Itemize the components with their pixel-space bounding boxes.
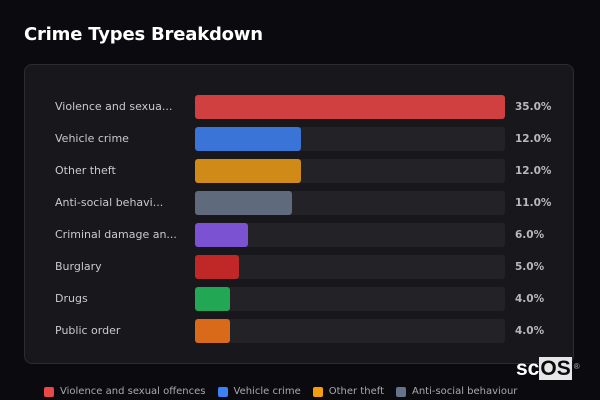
bar-label: Anti-social behavi... (55, 196, 164, 209)
legend-label: Anti-social behaviour (411, 386, 518, 397)
legend-item[interactable]: Vehicle crime (217, 386, 301, 397)
bar-label: Burglary (55, 260, 102, 273)
page-title: Crime Types Breakdown (24, 24, 263, 45)
legend-item[interactable]: Other theft (312, 386, 384, 397)
legend-swatch-icon (44, 386, 54, 397)
bar-row: Public order 4.0% (25, 319, 573, 343)
legend-swatch-icon (312, 386, 323, 397)
watermark-logo: scOS ® (516, 357, 580, 380)
bar-value: 5.0% (515, 261, 545, 273)
bar-track (195, 255, 505, 279)
bar-value: 6.0% (515, 229, 545, 241)
bar-value: 11.0% (515, 197, 552, 209)
bar[interactable] (195, 159, 302, 183)
legend-item[interactable]: Anti-social behaviour (395, 386, 518, 397)
bar[interactable] (195, 127, 302, 151)
bar-value: 4.0% (515, 293, 545, 305)
chart-card: Violence and sexua... 35.0% Vehicle crime 1… (24, 64, 574, 364)
bar-label: Criminal damage an... (55, 228, 177, 241)
bar-row: Other theft 12.0% (25, 159, 573, 183)
bar-label: Public order (55, 324, 121, 337)
bar[interactable] (195, 319, 231, 343)
watermark-box: OS (539, 357, 572, 380)
bar-row: Drugs 4.0% (25, 287, 573, 311)
bar-value: 12.0% (515, 133, 552, 145)
legend-label: Other theft (328, 386, 384, 397)
bar-track (195, 127, 505, 151)
bar[interactable] (195, 95, 505, 119)
bar[interactable] (195, 191, 293, 215)
legend-swatch-icon (217, 386, 228, 397)
bar-value: 35.0% (515, 101, 552, 113)
bar-track (195, 223, 505, 247)
bar-track (195, 95, 505, 119)
bar-value: 4.0% (515, 325, 545, 337)
bar-track (195, 191, 505, 215)
bar-row: Burglary 5.0% (25, 255, 573, 279)
bar[interactable] (195, 255, 240, 279)
bar-label: Drugs (55, 292, 88, 305)
watermark-text: sc (516, 357, 540, 380)
registered-mark: ® (573, 362, 580, 371)
bar-track (195, 287, 505, 311)
bar-track (195, 159, 505, 183)
bar-row: Anti-social behavi... 11.0% (25, 191, 573, 215)
bar-label: Violence and sexua... (55, 100, 173, 113)
bar-label: Other theft (55, 164, 116, 177)
bar-label: Vehicle crime (55, 132, 129, 145)
legend-label: Vehicle crime (233, 386, 301, 397)
bar[interactable] (195, 287, 231, 311)
legend-item[interactable]: Violence and sexual offences (44, 386, 206, 397)
bar-row: Criminal damage an... 6.0% (25, 223, 573, 247)
bar-row: Violence and sexua... 35.0% (25, 95, 573, 119)
bar[interactable] (195, 223, 249, 247)
bar-row: Vehicle crime 12.0% (25, 127, 573, 151)
legend-label: Violence and sexual offences (60, 386, 206, 397)
bar-value: 12.0% (515, 165, 552, 177)
legend: Violence and sexual offences Vehicle crim… (44, 386, 517, 397)
bar-track (195, 319, 505, 343)
legend-swatch-icon (395, 386, 406, 397)
